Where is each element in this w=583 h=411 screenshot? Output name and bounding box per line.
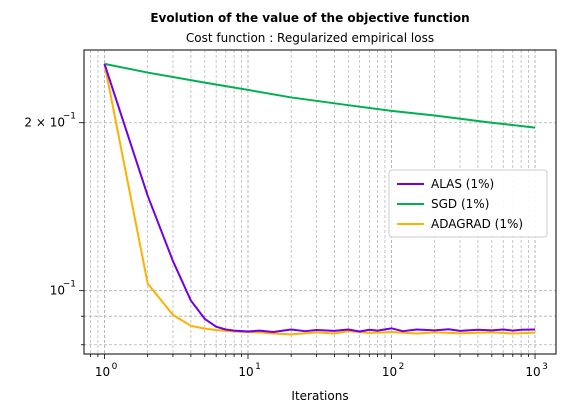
y-tick-label: 2 × 10 xyxy=(24,116,65,130)
x-tick-label: 10 xyxy=(238,365,253,379)
plot-area-frame xyxy=(83,49,557,355)
x-tick-label-exponent: 1 xyxy=(255,362,261,372)
axis-ticks: 10 0 10 1 10 2 10 3−110−12 × 10 xyxy=(24,112,547,379)
series-line-alas xyxy=(103,63,536,334)
x-tick-label: 10 xyxy=(525,365,540,379)
legend-label: SGD (1%) xyxy=(431,197,489,211)
y-tick-label-group: −12 × 10 xyxy=(24,112,76,130)
legend-box xyxy=(388,169,548,238)
x-tick-label-exponent: 2 xyxy=(399,362,405,372)
x-tick-label-exponent: 3 xyxy=(542,362,548,372)
chart-title: Evolution of the value of the objective … xyxy=(150,11,469,25)
series-lines xyxy=(103,62,536,336)
y-tick-label-exponent: −1 xyxy=(63,112,76,122)
y-tick-label-exponent: −1 xyxy=(63,280,76,290)
x-tick-label: 10 xyxy=(382,365,397,379)
y-tick-label: 10 xyxy=(50,284,65,298)
legend: ALAS (1%) SGD (1%) ADAGRAD (1%) xyxy=(388,169,548,238)
legend-label: ALAS (1%) xyxy=(431,177,494,191)
legend-label: ADAGRAD (1%) xyxy=(431,217,523,231)
series-line-adagrad xyxy=(103,63,536,336)
x-tick-label: 10 xyxy=(95,365,110,379)
series-line-sgd xyxy=(104,62,536,129)
x-tick-label-exponent: 0 xyxy=(112,362,118,372)
x-axis-label: Iterations xyxy=(291,389,348,403)
y-tick-label-group: −110 xyxy=(50,280,76,298)
chart-subtitle: Cost function : Regularized empirical lo… xyxy=(186,31,434,45)
